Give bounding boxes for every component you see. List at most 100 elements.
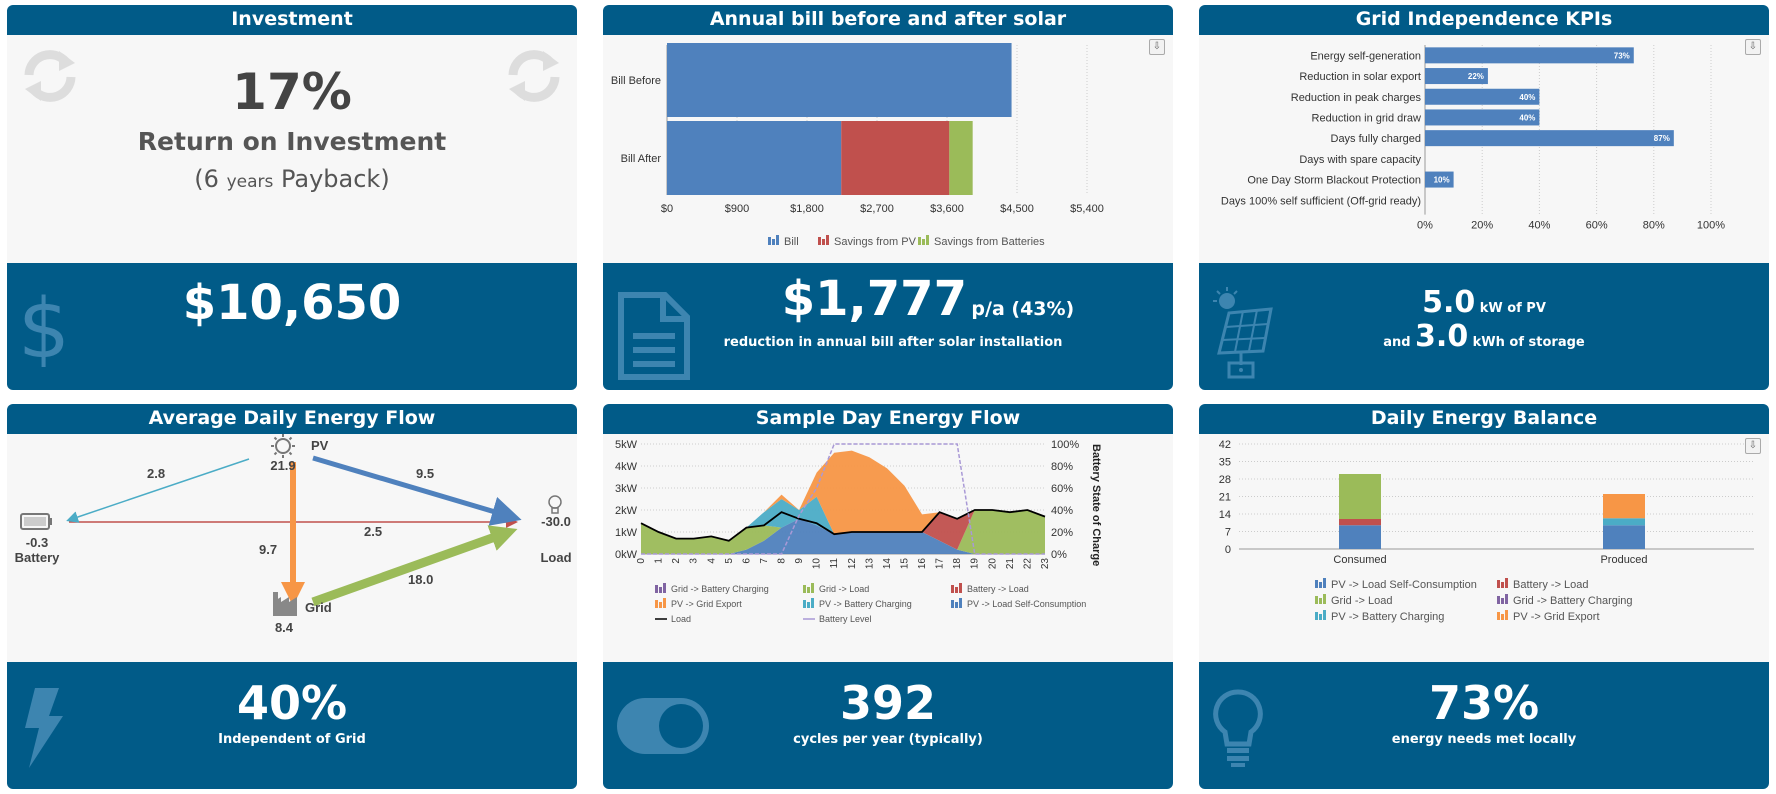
bill-chart-area: ⇩ $0 $900 $1,800 $2,700 $3,600 $4,500 $5,400 Bi… — [603, 35, 1173, 263]
pv-line: 5.0 kW of PV — [1199, 285, 1769, 320]
y-right-tick-label: 80% — [1051, 461, 1073, 473]
legend-swatch — [822, 239, 825, 245]
kpi-category-label: Reduction in solar export — [1299, 71, 1421, 83]
kpi-data-label: 22% — [1468, 72, 1484, 81]
kpi-category-label: One Day Storm Blackout Protection — [1247, 175, 1421, 187]
legend-label: PV -> Grid Export — [671, 599, 742, 609]
line-series — [640, 509, 1046, 542]
independence-caption: Independent of Grid — [218, 732, 366, 747]
legend-swatch — [772, 239, 775, 245]
legend-swatch — [1315, 580, 1318, 588]
kpi-bar — [1425, 109, 1540, 126]
legend-label: Savings from Batteries — [934, 236, 1045, 248]
balance-title: Daily Energy Balance — [1370, 407, 1598, 429]
bar-segment — [949, 121, 973, 195]
legend-swatch — [1323, 578, 1326, 588]
y-category-label: Bill After — [621, 153, 662, 165]
flow-diagram-area: 2.8 9.5 2.5 9.7 18.0 PV 21.9 — [7, 434, 577, 662]
x-tick-label: 5 — [724, 558, 735, 564]
x-tick-label: 21 — [1005, 558, 1016, 570]
x-tick-label: 100% — [1697, 220, 1725, 232]
kpi-data-label: 73% — [1614, 51, 1630, 60]
legend-label: Savings from PV — [834, 236, 917, 248]
sun-icon — [271, 434, 295, 458]
y-tick-label: 28 — [1219, 474, 1231, 486]
x-tick-label: 1 — [654, 558, 665, 564]
grid-kpi-chart: 0% 20% 40% 60% 80% 100% Energy self-generation… — [1221, 45, 1725, 232]
area-series — [641, 450, 1045, 541]
x-tick-label: $3,600 — [930, 203, 964, 215]
roi-value: 17% — [232, 63, 352, 121]
solar-panel-icon — [1213, 287, 1273, 379]
met-locally-percent: 73% — [1428, 676, 1540, 730]
bill-amount-line: $1,777 p/a (43%) — [603, 271, 1173, 327]
x-tick-label: 40% — [1528, 220, 1550, 232]
legend-label: Grid -> Battery Charging — [671, 584, 769, 594]
refresh-icon — [508, 50, 560, 102]
y-right-tick-label: 100% — [1051, 439, 1079, 451]
flow-footer: 40% Independent of Grid — [7, 662, 577, 789]
storage-line: and 3.0 kWh of storage — [1199, 319, 1769, 354]
x-tick-label: $2,700 — [860, 203, 894, 215]
legend-swatch — [1497, 596, 1500, 604]
edge-label-pv-grid: 9.7 — [259, 542, 277, 557]
kpi-title: Grid Independence KPIs — [1355, 8, 1613, 30]
y-tick-label: 3kW — [615, 483, 638, 495]
battery-node-value: -0.3 — [26, 535, 48, 550]
legend-swatch — [1319, 598, 1322, 604]
investment-body: 17% Return on Investment (6 years Paybac… — [7, 35, 577, 263]
legend-swatch — [1501, 598, 1504, 604]
sample-title: Sample Day Energy Flow — [755, 407, 1021, 429]
x-tick-label: 20 — [987, 558, 998, 570]
x-tick-label: 15 — [899, 558, 910, 570]
legend-swatch — [951, 585, 954, 593]
y-right-axis-label: Battery State of Charge — [1090, 444, 1102, 566]
y-tick-label: 21 — [1219, 492, 1231, 504]
storage-value: 3.0 — [1415, 319, 1469, 354]
document-icon — [618, 292, 690, 380]
legend-label: PV -> Load Self-Consumption — [967, 599, 1086, 609]
x-tick-label: $0 — [661, 203, 673, 215]
kpi-bar — [1425, 47, 1634, 64]
download-icon[interactable]: ⇩ — [1149, 39, 1165, 55]
x-tick-label: 60% — [1586, 220, 1608, 232]
x-tick-label: 0 — [636, 558, 647, 564]
legend-swatch — [655, 585, 658, 593]
x-tick-label: 3 — [689, 558, 700, 564]
x-tick-label: $900 — [725, 203, 749, 215]
x-tick-label: 14 — [882, 558, 893, 570]
legend-swatch — [663, 598, 666, 608]
roi-label: Return on Investment — [137, 127, 447, 156]
flow-panel: Average Daily Energy Flow 2.8 9.5 2.5 9.… — [7, 404, 577, 789]
y-right-tick-label: 0% — [1051, 549, 1067, 561]
legend-swatch — [1315, 612, 1318, 620]
kpi-category-label: Days fully charged — [1331, 133, 1422, 145]
area-series — [641, 510, 1045, 554]
legend-swatch — [1501, 582, 1504, 588]
line-series — [641, 443, 1045, 555]
bar-segment — [841, 121, 950, 195]
battery-icon — [20, 513, 52, 530]
kpi-data-label: 40% — [1519, 93, 1535, 102]
x-tick-label: 19 — [970, 558, 981, 570]
bill-title: Annual bill before and after solar — [709, 8, 1067, 30]
legend-swatch — [1323, 610, 1326, 620]
legend-swatch — [768, 237, 771, 245]
legend-swatch — [659, 602, 662, 608]
kpi-chart-area: ⇩ 0% 20% 40% 60% 80% 100% Energy self-generati… — [1199, 35, 1769, 263]
legend-swatch — [1501, 614, 1504, 620]
legend-swatch — [955, 587, 958, 593]
legend-label: Battery -> Load — [1513, 579, 1589, 591]
bar-segment — [667, 121, 842, 195]
download-icon[interactable]: ⇩ — [1745, 39, 1761, 55]
kpi-category-label: Days 100% self sufficient (Off-grid read… — [1221, 195, 1421, 207]
download-icon[interactable]: ⇩ — [1745, 438, 1761, 454]
legend-swatch — [1319, 582, 1322, 588]
kpi-category-label: Energy self-generation — [1310, 50, 1421, 62]
y-tick-label: 42 — [1219, 439, 1231, 451]
x-tick-label: 12 — [847, 558, 858, 570]
met-locally-caption: energy needs met locally — [1391, 732, 1577, 747]
bar-segment — [667, 43, 1012, 117]
sample-chart-area: 0kW 1kW 2kW 3kW 4kW 5kW 0% 20% 40% 60% 80% 100% Batt… — [603, 434, 1173, 662]
legend-label: Battery Level — [819, 614, 872, 624]
